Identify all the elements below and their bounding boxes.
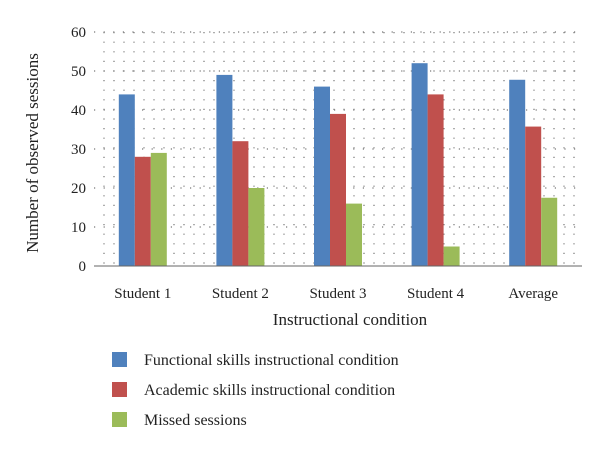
bar-2-4 (427, 94, 444, 267)
y-tick-label: 0 (79, 259, 87, 275)
y-tick-label: 20 (71, 181, 86, 197)
y-tick-label: 10 (71, 220, 86, 236)
y-axis-title: Number of observed sessions (23, 53, 42, 253)
bar-3-1 (150, 152, 167, 266)
bar-3-3 (346, 203, 362, 266)
x-tick-label: Average (508, 286, 558, 302)
y-tick-label: 30 (71, 142, 86, 158)
legend-swatch-1 (112, 352, 127, 367)
y-tick-label: 50 (71, 64, 86, 80)
bar-1-5 (509, 79, 526, 267)
x-tick-label: Student 1 (114, 286, 171, 302)
legend-label-2: Academic skills instructional condition (144, 382, 395, 399)
bar-2-2 (232, 141, 249, 266)
legend-label-1: Functional skills instructional conditio… (144, 352, 399, 369)
grid (94, 31, 582, 266)
bar-3-5 (541, 197, 558, 266)
bar-2-3 (330, 113, 346, 267)
x-tick-label: Student 2 (212, 286, 269, 302)
bar-2-5 (525, 126, 542, 266)
y-tick-label: 60 (71, 25, 86, 41)
x-axis-title: Instructional condition (273, 310, 428, 329)
x-tick-label: Student 4 (407, 286, 465, 302)
bar-1-2 (216, 74, 233, 267)
legend-swatch-3 (112, 412, 127, 427)
bars (118, 63, 558, 267)
x-tick-label: Student 3 (309, 286, 366, 302)
y-tick-labels: 0 10 20 30 40 50 60 (71, 25, 86, 275)
legend-label-3: Missed sessions (144, 412, 247, 429)
bar-1-4 (411, 63, 428, 267)
bar-1-1 (118, 94, 135, 267)
bar-3-2 (248, 188, 265, 266)
bar-2-1 (134, 156, 151, 266)
legend: Functional skills instructional conditio… (112, 352, 399, 429)
x-tick-labels: Student 1 Student 2 Student 3 Student 4 Aver… (114, 286, 558, 302)
bar-3-4 (443, 246, 460, 266)
legend-swatch-2 (112, 382, 127, 397)
bar-1-3 (314, 86, 330, 266)
y-tick-label: 40 (71, 103, 86, 119)
